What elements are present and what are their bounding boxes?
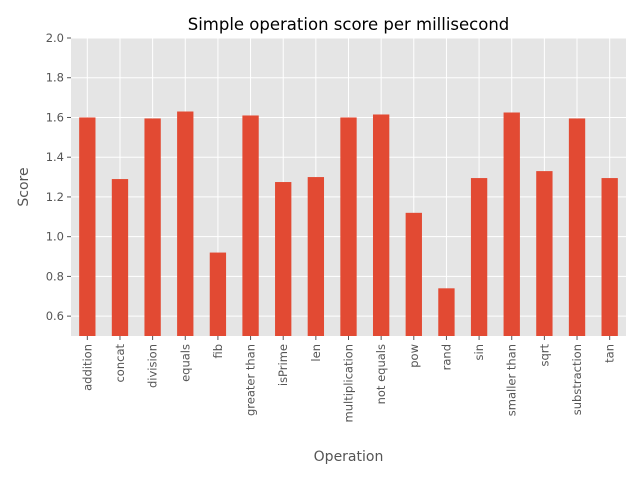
bar-multiplication bbox=[340, 117, 357, 336]
y-tick-label: 2.0 bbox=[46, 31, 64, 45]
bar-greater-than bbox=[242, 115, 259, 336]
x-tick-label: pow bbox=[407, 344, 421, 368]
bar-addition bbox=[79, 117, 96, 336]
bar-pow bbox=[405, 212, 422, 336]
bars bbox=[79, 111, 618, 337]
x-tick-label: addition bbox=[80, 344, 94, 391]
x-tick-label: greater than bbox=[244, 344, 258, 416]
y-tick-label: 1.2 bbox=[46, 190, 64, 204]
y-tick-label: 0.6 bbox=[46, 309, 64, 323]
x-tick-label: concat bbox=[113, 344, 127, 383]
bar-len bbox=[307, 177, 325, 336]
y-tick-label: 1.4 bbox=[46, 150, 64, 164]
x-tick-label: not equals bbox=[374, 344, 388, 404]
y-tick-label: 1.8 bbox=[46, 71, 64, 85]
bar-isprime bbox=[275, 182, 292, 336]
x-tick-label: fib bbox=[211, 344, 225, 359]
x-tick-label: tan bbox=[603, 344, 617, 363]
y-tick-label: 1.6 bbox=[46, 110, 64, 124]
bar-concat bbox=[111, 179, 129, 336]
y-tick-label: 1.0 bbox=[46, 230, 64, 244]
y-axis-label: Score bbox=[16, 167, 32, 206]
x-tick-label: equals bbox=[178, 344, 192, 382]
bar-sin bbox=[470, 178, 488, 336]
x-tick-label: multiplication bbox=[342, 344, 356, 422]
bar-tan bbox=[601, 178, 618, 336]
x-axis-ticks: addition concat division equals fib greater t… bbox=[80, 336, 617, 422]
x-tick-label: sin bbox=[472, 344, 486, 360]
x-tick-label: smaller than bbox=[505, 344, 519, 416]
bar-equals bbox=[177, 111, 194, 336]
bar-division bbox=[144, 118, 161, 337]
x-tick-label: len bbox=[309, 344, 323, 362]
bar-not-equals bbox=[372, 114, 390, 336]
y-tick-label: 0.8 bbox=[46, 269, 64, 283]
y-axis-ticks: 0.6 0.8 1.0 1.2 1.4 1.6 1.8 2.0 bbox=[46, 31, 71, 323]
x-tick-label: isPrime bbox=[276, 344, 290, 386]
x-axis-label: Operation bbox=[314, 449, 384, 465]
bar-smaller-than bbox=[503, 112, 520, 336]
x-tick-label: substraction bbox=[570, 344, 584, 415]
chart-title: Simple operation score per millisecond bbox=[188, 15, 510, 34]
bar-rand bbox=[438, 288, 455, 336]
bar-substraction bbox=[568, 118, 586, 337]
bar-sqrt bbox=[536, 171, 553, 336]
x-tick-label: division bbox=[146, 344, 160, 388]
x-tick-label: rand bbox=[439, 344, 453, 370]
bar-fib bbox=[209, 252, 227, 336]
x-tick-label: sqrt bbox=[537, 344, 551, 367]
